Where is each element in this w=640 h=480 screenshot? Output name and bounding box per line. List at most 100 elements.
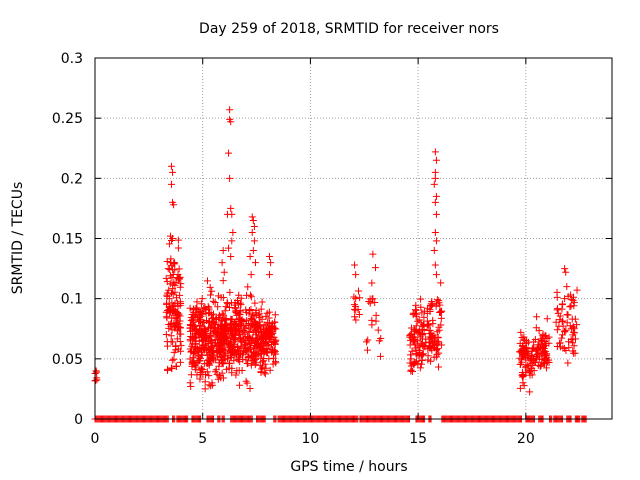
data-point: [233, 311, 241, 319]
data-point: [250, 222, 258, 230]
data-point: [210, 310, 218, 318]
data-point: [518, 334, 526, 342]
data-point: [520, 352, 528, 360]
data-point: [221, 307, 229, 315]
data-point: [434, 345, 442, 353]
data-point: [432, 156, 440, 164]
data-point: [237, 294, 245, 302]
data-point: [268, 323, 276, 331]
data-point: [172, 314, 180, 322]
data-point: [175, 265, 183, 273]
data-point: [520, 382, 528, 390]
data-point: [242, 377, 250, 385]
data-point: [436, 301, 444, 309]
data-point: [520, 335, 528, 343]
data-point: [198, 310, 206, 318]
data-point: [368, 279, 376, 287]
data-point: [244, 283, 252, 291]
data-point: [250, 237, 258, 245]
data-point: [255, 350, 263, 358]
data-point: [242, 348, 250, 356]
data-point: [170, 355, 178, 363]
data-point: [432, 210, 440, 218]
data-point: [566, 322, 574, 330]
data-point: [542, 364, 550, 372]
data-point: [409, 333, 417, 341]
data-point: [206, 291, 214, 299]
data-point: [246, 339, 254, 347]
data-point: [168, 356, 176, 364]
data-point: [430, 180, 438, 188]
data-point: [230, 349, 238, 357]
data-point: [176, 317, 184, 325]
data-point: [261, 338, 269, 346]
data-point: [262, 334, 270, 342]
data-point: [261, 370, 269, 378]
data-point: [247, 361, 255, 369]
data-point: [217, 293, 225, 301]
data-point: [372, 311, 380, 319]
data-point: [433, 346, 441, 354]
data-point: [209, 297, 217, 305]
data-point: [225, 244, 233, 252]
data-point: [246, 253, 254, 261]
data-point: [163, 313, 171, 321]
data-point: [211, 368, 219, 376]
data-point: [265, 308, 273, 316]
data-point: [221, 336, 229, 344]
data-point: [438, 341, 446, 349]
data-point: [428, 301, 436, 309]
data-point: [431, 198, 439, 206]
data-point: [269, 346, 277, 354]
data-point: [271, 337, 279, 345]
data-point: [570, 342, 578, 350]
data-point: [172, 307, 180, 315]
data-point: [249, 357, 257, 365]
data-point: [522, 363, 530, 371]
data-point: [201, 385, 209, 393]
data-point: [363, 346, 371, 354]
data-point: [417, 303, 425, 311]
data-point: [559, 322, 567, 330]
data-point: [528, 365, 536, 373]
data-point: [431, 168, 439, 176]
data-point: [258, 329, 266, 337]
data-point: [174, 275, 182, 283]
data-point: [252, 306, 260, 314]
data-point: [211, 299, 219, 307]
data-point: [522, 343, 530, 351]
data-point: [435, 323, 443, 331]
data-point: [542, 355, 550, 363]
data-point: [376, 352, 384, 360]
data-point: [407, 355, 415, 363]
data-point: [262, 312, 270, 320]
data-point: [352, 306, 360, 314]
data-point: [253, 324, 261, 332]
data-point: [558, 301, 566, 309]
data-point: [163, 301, 171, 309]
data-point: [236, 316, 244, 324]
data-point: [412, 327, 420, 335]
data-point: [186, 304, 194, 312]
data-point: [366, 299, 374, 307]
data-point: [208, 287, 216, 295]
data-point: [542, 347, 550, 355]
data-point: [208, 381, 216, 389]
data-point: [215, 311, 223, 319]
data-point: [196, 375, 204, 383]
data-point: [219, 356, 227, 364]
data-point: [213, 333, 221, 341]
data-point: [225, 364, 233, 372]
data-point: [164, 365, 172, 373]
data-point: [519, 379, 527, 387]
data-point: [186, 379, 194, 387]
data-point: [166, 272, 174, 280]
data-point: [214, 341, 222, 349]
data-point: [432, 302, 440, 310]
data-point: [221, 315, 229, 323]
data-point: [219, 346, 227, 354]
data-point: [526, 388, 534, 396]
data-point: [205, 372, 213, 380]
data-point: [188, 342, 196, 350]
